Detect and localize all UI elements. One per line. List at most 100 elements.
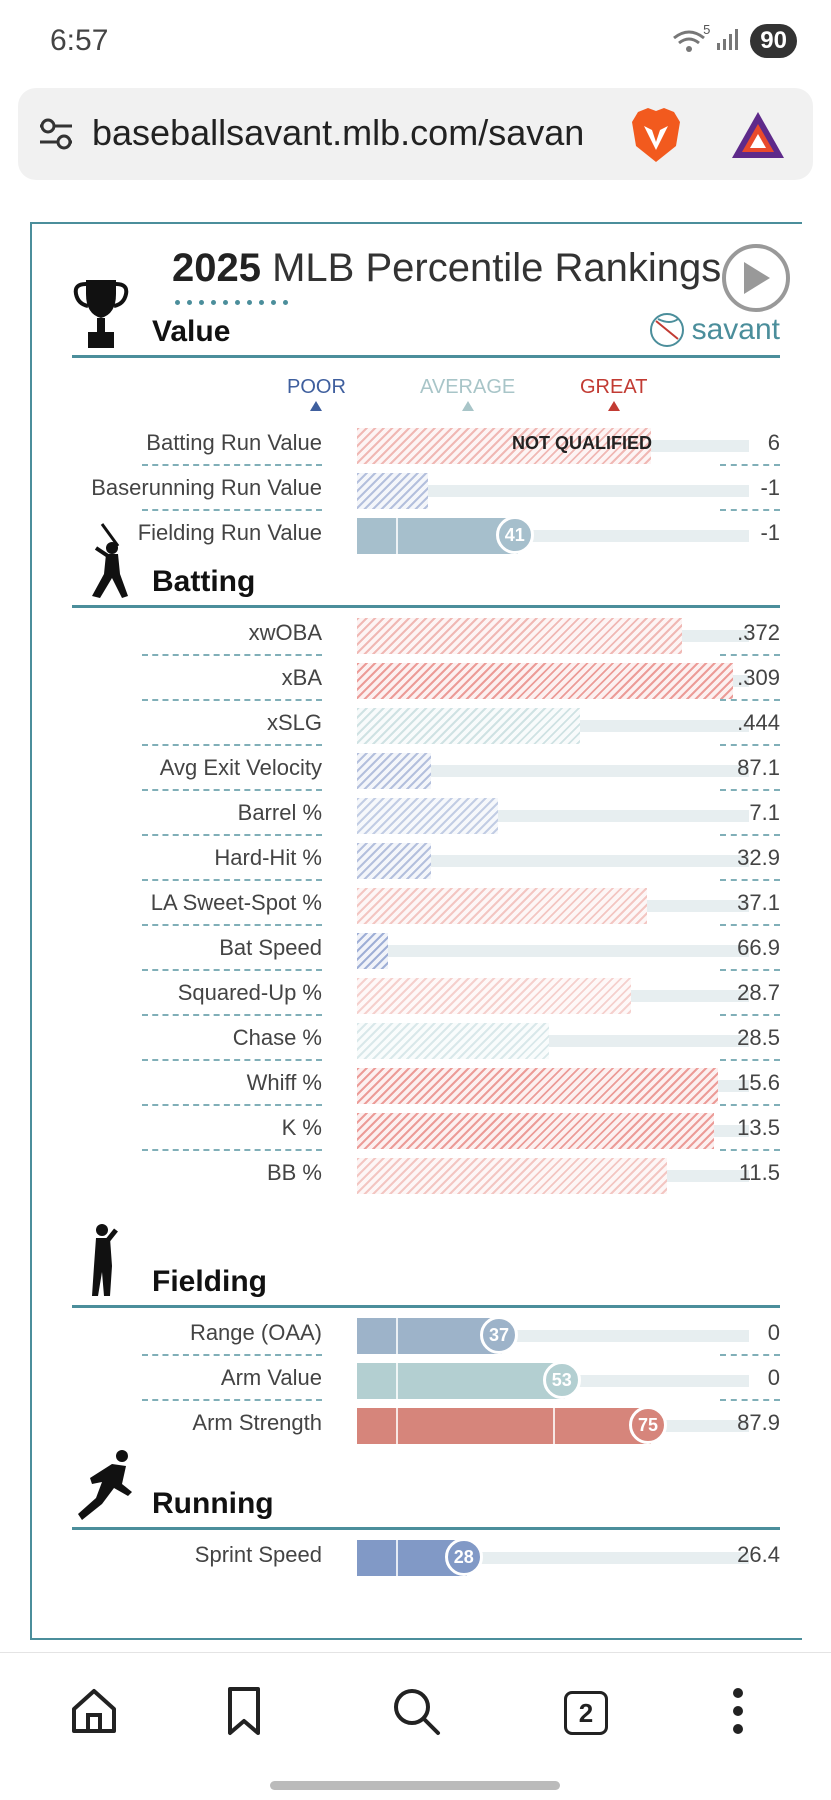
percentile-bar [357, 933, 389, 969]
metric-label: Fielding Run Value [137, 520, 322, 545]
row-divider [142, 744, 322, 746]
metric-value: 28.7 [737, 980, 780, 1005]
metric-value: 37.1 [737, 890, 780, 915]
home-indicator[interactable] [270, 1781, 560, 1790]
bookmark-icon[interactable] [216, 1683, 272, 1739]
percentile-bubble: 37 [480, 1316, 519, 1354]
metric-row[interactable]: BB % 11.5 [72, 1154, 780, 1199]
metric-value: .444 [737, 710, 780, 735]
row-divider [720, 1059, 780, 1061]
brave-rewards-icon[interactable] [730, 110, 786, 165]
metric-row[interactable]: LA Sweet-Spot % 37.1 [72, 884, 780, 929]
metric-row[interactable]: Arm Value 53 0 [72, 1359, 780, 1404]
metric-label: Arm Value [220, 1365, 322, 1390]
row-divider [142, 1399, 322, 1401]
row-divider [142, 924, 322, 926]
metric-row[interactable]: xwOBA .372 [72, 614, 780, 659]
home-icon[interactable] [66, 1683, 122, 1739]
percentile-bubble: 53 [542, 1361, 581, 1399]
row-divider [142, 834, 322, 836]
title-dots [175, 300, 288, 305]
play-button[interactable] [722, 244, 790, 312]
row-divider [720, 654, 780, 656]
batter-icon [72, 522, 136, 607]
row-divider [720, 834, 780, 836]
metric-value: 13.5 [737, 1115, 780, 1140]
percentile-bar [357, 518, 518, 554]
metric-row[interactable]: Barrel % 7.1 [72, 794, 780, 839]
percentile-bar [357, 708, 581, 744]
tabs-button[interactable]: 2 [564, 1691, 608, 1735]
row-divider [720, 1354, 780, 1356]
metric-label: Arm Strength [192, 1410, 322, 1435]
metric-row[interactable]: Chase % 28.5 [72, 1019, 780, 1064]
row-divider [142, 654, 322, 656]
metric-row[interactable]: Sprint Speed 28 26.4 [72, 1536, 780, 1581]
row-divider [720, 969, 780, 971]
row-divider [720, 1399, 780, 1401]
metric-value: 66.9 [737, 935, 780, 960]
metric-row[interactable]: Squared-Up % 28.7 [72, 974, 780, 1019]
percentile-bar [357, 888, 648, 924]
metric-value: 6 [767, 430, 780, 455]
scale-great: GREAT [580, 376, 647, 411]
row-divider [720, 789, 780, 791]
metric-row[interactable]: K % 13.5 [72, 1109, 780, 1154]
percentile-bubble: 41 [495, 516, 534, 554]
search-icon[interactable] [388, 1683, 444, 1739]
row-divider [720, 1014, 780, 1016]
metric-row[interactable]: Baserunning Run Value -1 [72, 469, 780, 514]
more-menu-icon[interactable] [710, 1683, 766, 1739]
percentile-bar [357, 1363, 565, 1399]
percentile-bubble: 75 [629, 1406, 667, 1444]
metric-row[interactable]: Arm Strength 75 87.9 [72, 1404, 780, 1449]
metric-value: 87.1 [737, 755, 780, 780]
url-text[interactable]: baseballsavant.mlb.com/savan [92, 112, 585, 153]
metric-label: Squared-Up % [177, 980, 322, 1005]
metric-row[interactable]: Batting Run Value NOT QUALIFIED 6 [72, 424, 780, 469]
percentile-bar [357, 753, 432, 789]
row-divider [142, 879, 322, 881]
brave-shields-icon[interactable] [628, 106, 684, 169]
percentile-track [357, 855, 749, 867]
metric-value: 0 [767, 1365, 780, 1390]
baseball-icon [649, 313, 684, 347]
section-header-value: Value savant [72, 280, 780, 358]
metric-label: Whiff % [246, 1070, 322, 1095]
metric-row[interactable]: Bat Speed 66.9 [72, 929, 780, 974]
metric-value: 11.5 [738, 1160, 780, 1185]
metric-row[interactable]: Avg Exit Velocity 87.1 [72, 749, 780, 794]
row-divider [142, 464, 322, 466]
metric-label: Baserunning Run Value [91, 475, 322, 500]
wifi-icon: 5 [672, 22, 710, 54]
status-time: 6:57 [50, 24, 109, 57]
percentile-bar [357, 473, 428, 509]
metric-label: Hard-Hit % [214, 845, 322, 870]
metric-value: -1 [760, 520, 780, 545]
wifi-label: 5 [703, 22, 711, 37]
percentile-bar [357, 843, 432, 879]
percentile-bar [357, 1113, 714, 1149]
section-header-batting: Batting [72, 523, 780, 608]
percentile-bar [357, 1158, 667, 1194]
metric-row[interactable]: Fielding Run Value 41 -1 [72, 514, 780, 559]
row-divider [142, 1059, 322, 1061]
row-divider [720, 744, 780, 746]
row-divider [142, 1149, 322, 1151]
percentile-bubble: 28 [444, 1538, 483, 1576]
savant-logo[interactable]: savant [648, 311, 780, 349]
metric-row[interactable]: xSLG .444 [72, 704, 780, 749]
metric-row[interactable]: Range (OAA) 37 0 [72, 1314, 780, 1359]
metric-label: Chase % [232, 1025, 322, 1050]
address-bar[interactable]: baseballsavant.mlb.com/savan [18, 88, 813, 180]
percentile-bar [357, 978, 632, 1014]
metric-row[interactable]: xBA .309 [72, 659, 780, 704]
metric-row[interactable]: Hard-Hit % 32.9 [72, 839, 780, 884]
section-header-fielding: Fielding [72, 1224, 780, 1308]
site-settings-icon[interactable] [38, 118, 74, 155]
status-icons: 5 90 [672, 22, 797, 58]
metric-label: Batting Run Value [146, 430, 322, 455]
metric-label: Bat Speed [219, 935, 322, 960]
savant-label: savant [691, 313, 780, 346]
metric-row[interactable]: Whiff % 15.6 [72, 1064, 780, 1109]
